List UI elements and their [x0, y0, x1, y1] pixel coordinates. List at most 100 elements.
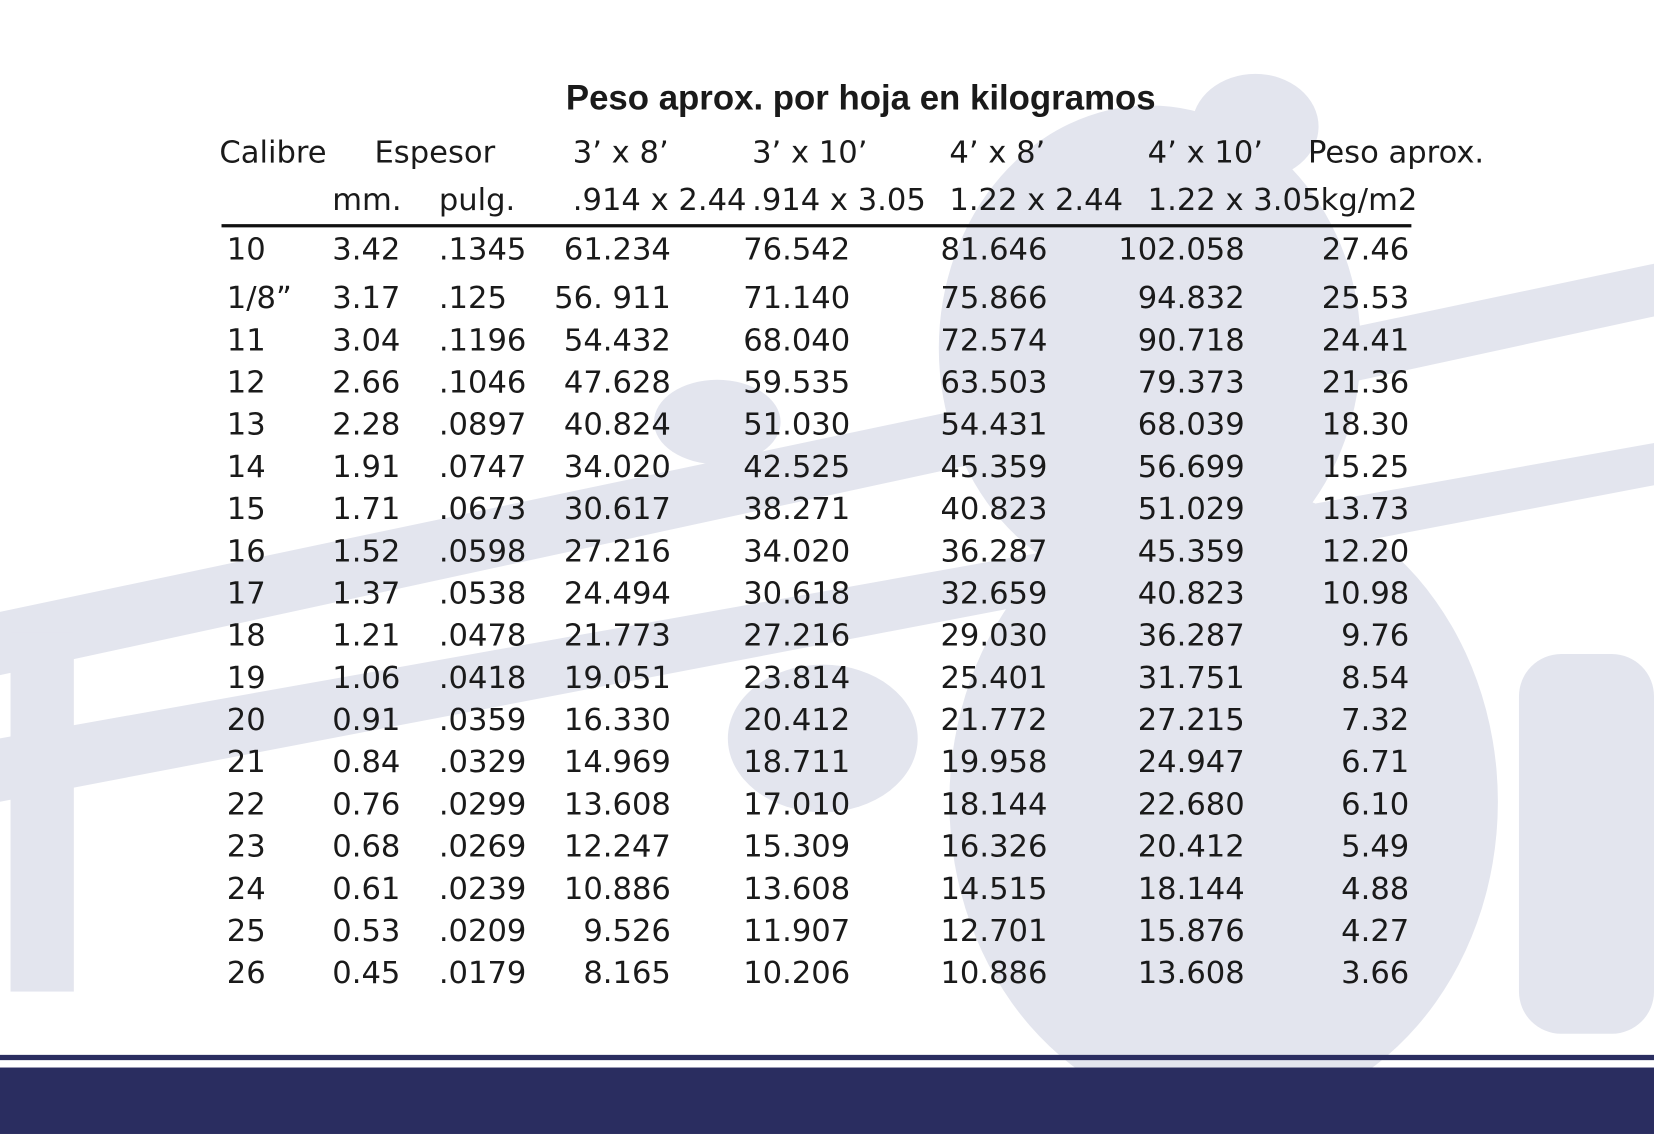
table-cell: 0.91 [332, 703, 400, 738]
table-cell: 19.958 [940, 745, 1047, 780]
table-cell: 3.66 [1341, 956, 1409, 991]
table-cell: 6.10 [1341, 787, 1409, 822]
table-cell: 20.412 [743, 703, 850, 738]
table-cell: 30.617 [564, 492, 671, 527]
table-cell: 8.54 [1341, 661, 1409, 696]
table-cell: .0897 [439, 408, 527, 443]
column-subheader: pulg. [439, 183, 515, 218]
table-cell: 1.37 [332, 576, 400, 611]
table-cell: 1.91 [332, 450, 400, 485]
table-cell: 63.503 [940, 365, 1047, 400]
table-cell: .0269 [439, 830, 527, 865]
table-cell: 45.359 [1138, 534, 1245, 569]
table-cell: 36.287 [940, 534, 1047, 569]
table-cell: 27.215 [1138, 703, 1245, 738]
table-cell: 5.49 [1341, 830, 1409, 865]
table-cell: 1/8” [227, 281, 292, 316]
table-cell: 54.431 [940, 408, 1047, 443]
table-cell: .0179 [439, 956, 527, 991]
table-cell: 90.718 [1138, 323, 1245, 358]
table-cell: .125 [439, 281, 507, 316]
table-cell: .0747 [439, 450, 527, 485]
table-cell: .1046 [439, 365, 527, 400]
column-subheader: 1.22 x 3.05 [1148, 183, 1322, 218]
table-cell: 25 [227, 914, 266, 949]
table-cell: 18.30 [1322, 408, 1410, 443]
table-cell: 3.42 [332, 233, 400, 268]
table-cell: 51.029 [1138, 492, 1245, 527]
table-cell: 59.535 [743, 365, 850, 400]
table-cell: 2.28 [332, 408, 400, 443]
table-cell: .0538 [439, 576, 527, 611]
footer-band [0, 1067, 1654, 1134]
table-cell: 36.287 [1138, 619, 1245, 654]
table-cell: .1345 [439, 233, 527, 268]
column-header: 4’ x 10’ [1148, 136, 1263, 171]
table-cell: 17.010 [743, 787, 850, 822]
table-cell: 0.84 [332, 745, 400, 780]
table-cell: 7.32 [1341, 703, 1409, 738]
table-cell: 15.876 [1138, 914, 1245, 949]
table-cell: 14.515 [940, 872, 1047, 907]
table-cell: 0.68 [332, 830, 400, 865]
table-cell: 16 [227, 534, 266, 569]
table-cell: 76.542 [743, 233, 850, 268]
table-title: Peso aprox. por hoja en kilogramos [566, 78, 1156, 117]
table-cell: 10 [227, 233, 266, 268]
table-cell: 24.41 [1322, 323, 1410, 358]
table-cell: 26 [227, 956, 266, 991]
table-cell: .0209 [439, 914, 527, 949]
table-cell: 3.04 [332, 323, 400, 358]
table-cell: 10.886 [564, 872, 671, 907]
table-cell: 0.53 [332, 914, 400, 949]
table-cell: 4.27 [1341, 914, 1409, 949]
table-cell: 23 [227, 830, 266, 865]
table-cell: 18 [227, 619, 266, 654]
table-cell: 24 [227, 872, 266, 907]
table-cell: 9.76 [1341, 619, 1409, 654]
table-cell: 42.525 [743, 450, 850, 485]
table-cell: 27.216 [564, 534, 671, 569]
table-cell: 16.326 [940, 830, 1047, 865]
table-cell: 20 [227, 703, 266, 738]
footer-line [0, 1054, 1654, 1061]
table-cell: 4.88 [1341, 872, 1409, 907]
table-cell: 19 [227, 661, 266, 696]
table-cell: 81.646 [940, 233, 1047, 268]
column-header: 3’ x 10’ [752, 136, 867, 171]
column-subheader: .914 x 3.05 [752, 183, 926, 218]
table-cell: 61.234 [564, 233, 671, 268]
table-cell: 45.359 [940, 450, 1047, 485]
column-subheader: kg/m2 [1321, 183, 1418, 218]
table-cell: .0478 [439, 619, 527, 654]
column-subheader: mm. [332, 183, 401, 218]
table-cell: 47.628 [564, 365, 671, 400]
table-cell: .0673 [439, 492, 527, 527]
table-cell: 1.06 [332, 661, 400, 696]
table-cell: 75.866 [940, 281, 1047, 316]
table-cell: 72.574 [940, 323, 1047, 358]
table-cell: 24.494 [564, 576, 671, 611]
table-cell: 13 [227, 408, 266, 443]
table-cell: 56. 911 [554, 281, 671, 316]
table-cell: 56.699 [1138, 450, 1245, 485]
table-cell: 8.165 [583, 956, 671, 991]
table-cell: 18.144 [1138, 872, 1245, 907]
table-cell: 15.25 [1322, 450, 1410, 485]
table-cell: 13.608 [564, 787, 671, 822]
table-cell: 27.46 [1322, 233, 1410, 268]
table-cell: 22 [227, 787, 266, 822]
table-cell: 0.61 [332, 872, 400, 907]
table-cell: 31.751 [1138, 661, 1245, 696]
table-cell: 68.040 [743, 323, 850, 358]
table-cell: 1.52 [332, 534, 400, 569]
table-cell: 21.36 [1322, 365, 1410, 400]
table-cell: 10.206 [743, 956, 850, 991]
column-subheader: 1.22 x 2.44 [949, 183, 1123, 218]
table-cell: 10.98 [1322, 576, 1410, 611]
table-cell: 12 [227, 365, 266, 400]
table-cell: 18.144 [940, 787, 1047, 822]
table-cell: 24.947 [1138, 745, 1245, 780]
table-cell: 10.886 [940, 956, 1047, 991]
